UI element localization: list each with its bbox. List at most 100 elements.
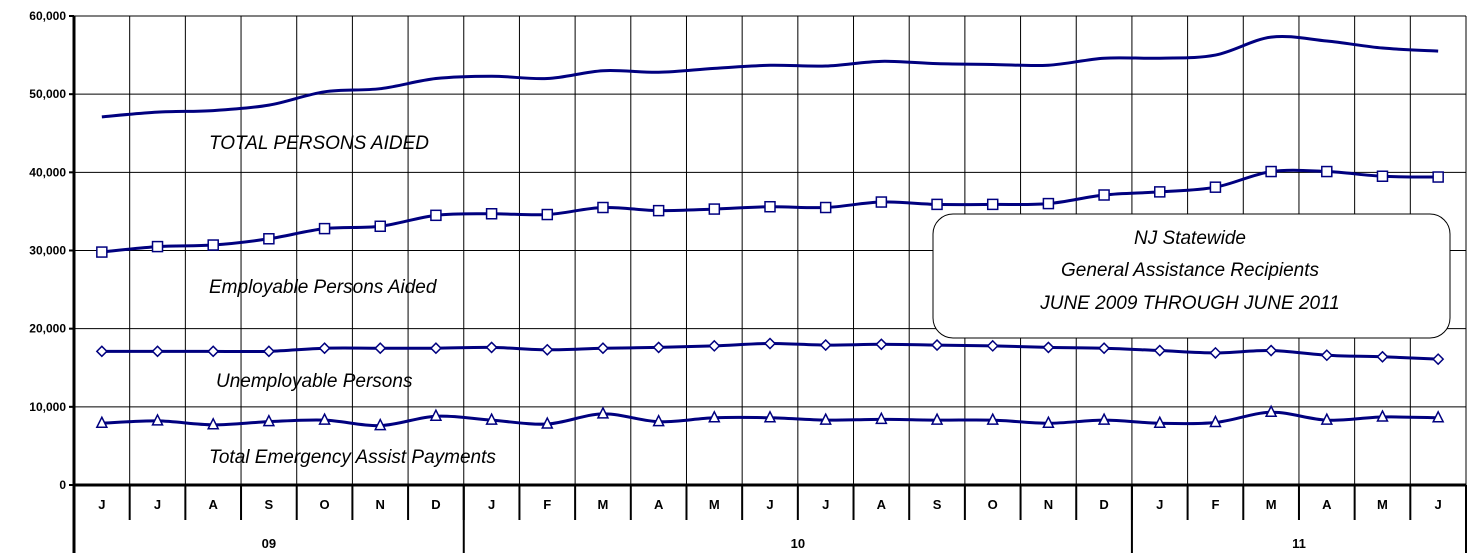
data-point-triangle: [1376, 409, 1389, 422]
data-point-triangle: [763, 410, 777, 423]
data-point-triangle: [485, 412, 498, 425]
x-tick-label: J: [98, 497, 105, 512]
data-point-triangle: [1042, 415, 1055, 428]
data-point-triangle: [1153, 415, 1166, 428]
data-point-diamond: [1320, 349, 1333, 362]
data-point-diamond: [207, 345, 220, 358]
data-point-triangle: [1097, 412, 1111, 425]
data-point-diamond: [986, 339, 999, 352]
year-label: 11: [1292, 536, 1306, 551]
y-tick-label: 20,000: [29, 322, 66, 336]
series-label-0: TOTAL PERSONS AIDED: [209, 133, 429, 154]
data-point-square: [652, 204, 665, 217]
data-point-square: [819, 201, 832, 214]
series-label-1: Employable Persons Aided: [209, 277, 438, 298]
data-point-triangle: [1320, 412, 1334, 425]
axis-layer: 0 10,000 20,000 30,000 40,000 50,000 60,000 J J A…: [29, 9, 1467, 553]
data-point-diamond: [485, 341, 498, 354]
label-layer: TOTAL PERSONS AIDED Employable Persons Ai…: [209, 133, 496, 468]
x-tick-label: A: [654, 497, 664, 512]
title-line-1: NJ Statewide: [1134, 228, 1246, 249]
data-point-square: [96, 246, 108, 258]
data-point-square: [764, 200, 776, 213]
data-point-diamond: [1209, 346, 1222, 359]
x-tick-label: J: [488, 497, 495, 512]
year-label: 09: [262, 536, 276, 551]
data-point-square: [430, 209, 442, 222]
x-tick-label: J: [154, 497, 161, 512]
series-line-0: [101, 34, 1439, 119]
data-point-triangle: [262, 414, 276, 427]
data-point-diamond: [374, 342, 387, 355]
data-point-diamond: [1265, 344, 1278, 357]
data-point-square: [485, 208, 498, 220]
data-point-triangle: [652, 414, 665, 427]
x-tick-label: J: [1435, 497, 1442, 512]
data-point-triangle: [318, 412, 331, 425]
data-point-diamond: [1376, 350, 1389, 363]
x-tick-label: A: [877, 497, 887, 512]
data-point-diamond: [1432, 353, 1445, 366]
data-point-triangle: [206, 417, 220, 430]
x-tick-label: N: [376, 497, 385, 512]
data-point-triangle: [95, 415, 109, 428]
data-point-triangle: [429, 408, 443, 421]
data-point-diamond: [151, 345, 164, 358]
data-point-diamond: [262, 345, 275, 358]
x-tick-label: S: [933, 497, 942, 512]
data-point-square: [931, 198, 943, 211]
data-point-triangle: [541, 416, 554, 429]
data-point-triangle: [374, 417, 387, 431]
data-point-triangle: [596, 406, 610, 419]
data-point-square: [1154, 186, 1166, 198]
data-point-square: [708, 203, 721, 215]
data-point-square: [1098, 189, 1110, 201]
data-point-triangle: [1209, 414, 1222, 428]
title-line-2: General Assistance Recipients: [1061, 260, 1320, 281]
data-point-diamond: [930, 339, 944, 352]
y-tick-label: 10,000: [29, 400, 66, 414]
x-tick-label: A: [1322, 497, 1332, 512]
year-label: 10: [791, 536, 805, 551]
x-tick-label: J: [822, 497, 829, 512]
data-point-triangle: [819, 412, 832, 425]
data-point-diamond: [875, 338, 888, 351]
y-tick-label: 40,000: [29, 165, 66, 179]
data-point-diamond: [819, 339, 832, 352]
data-point-square: [318, 222, 331, 235]
data-point-diamond: [1098, 342, 1111, 355]
x-tick-label: N: [1044, 497, 1053, 512]
x-tick-label: O: [319, 497, 329, 512]
x-tick-label: F: [1211, 497, 1219, 512]
series-label-2: Unemployable Persons: [216, 371, 413, 392]
data-point-square: [1209, 181, 1222, 193]
data-point-diamond: [652, 341, 665, 354]
x-tick-label: O: [988, 497, 998, 512]
x-tick-label: F: [543, 497, 551, 512]
data-point-square: [986, 198, 999, 211]
data-point-triangle: [1264, 404, 1278, 418]
data-point-square: [151, 240, 164, 253]
data-point-square: [1321, 165, 1333, 178]
x-tick-label: M: [709, 497, 720, 512]
data-point-square: [374, 220, 386, 233]
y-tick-label: 0: [59, 478, 66, 492]
data-point-diamond: [541, 343, 554, 356]
y-tick-label: 60,000: [29, 9, 66, 23]
series-label-3: Total Emergency Assist Payments: [209, 447, 496, 468]
data-point-square: [207, 239, 219, 251]
data-point-square: [263, 233, 275, 245]
x-tick-label: M: [1266, 497, 1277, 512]
data-point-diamond: [596, 342, 610, 355]
x-tick-label: A: [209, 497, 219, 512]
x-tick-label: S: [265, 497, 274, 512]
data-point-diamond: [95, 345, 108, 358]
title-line-3: JUNE 2009 THROUGH JUNE 2011: [1039, 293, 1340, 314]
data-point-square: [1042, 197, 1055, 210]
data-point-triangle: [1431, 410, 1445, 423]
title-box: NJ Statewide General Assistance Recipien…: [932, 213, 1451, 339]
x-tick-label: M: [1377, 497, 1388, 512]
data-point-diamond: [1153, 344, 1166, 357]
data-point-diamond: [429, 342, 442, 355]
